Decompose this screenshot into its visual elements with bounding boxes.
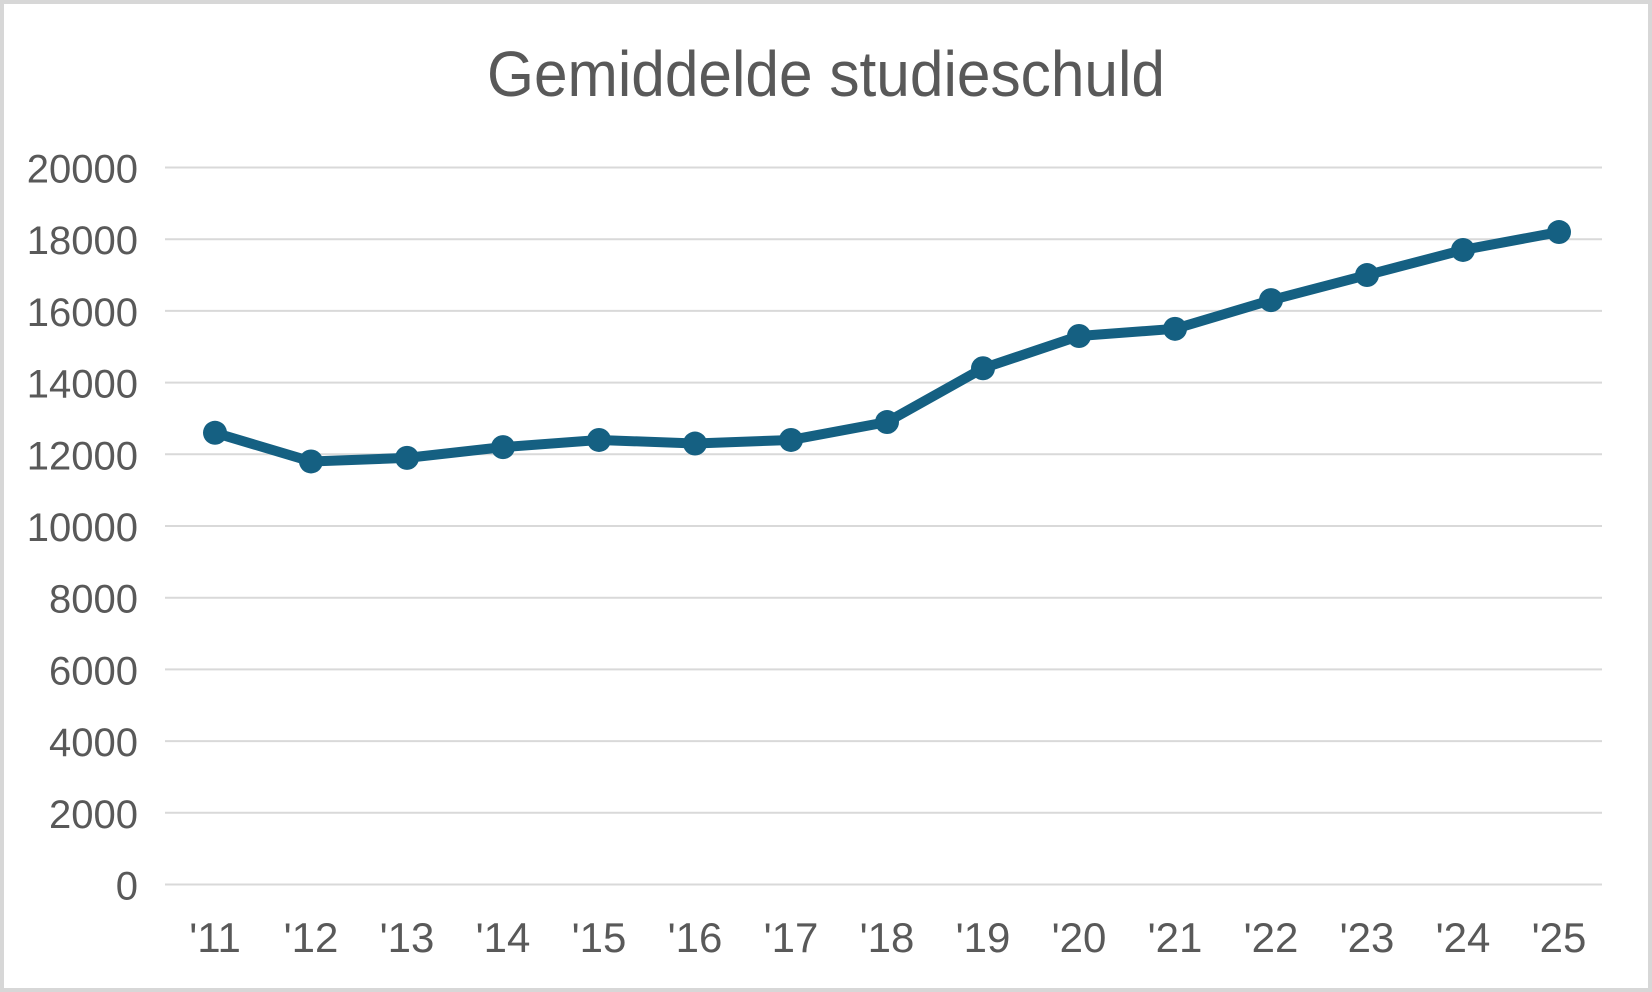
data-point bbox=[587, 427, 611, 452]
y-axis-tick-label: 12000 bbox=[27, 434, 138, 478]
line-chart: Gemiddelde studieschuld 0 2000 4000 6000 800… bbox=[27, 38, 1602, 961]
y-axis-tick-label: 4000 bbox=[49, 721, 138, 765]
x-axis-tick-label: '21 bbox=[1148, 914, 1203, 961]
data-point bbox=[971, 356, 995, 381]
y-axis-tick-label: 2000 bbox=[49, 793, 138, 837]
x-axis-tick-label: '17 bbox=[764, 914, 819, 961]
y-axis-labels-group: 0 2000 4000 6000 8000 10000 12000 14000 16000 180… bbox=[27, 148, 138, 909]
x-axis-tick-label: '14 bbox=[476, 914, 531, 961]
x-axis-tick-label: '18 bbox=[860, 914, 915, 961]
data-point bbox=[875, 410, 899, 435]
y-axis-tick-label: 16000 bbox=[27, 291, 138, 335]
data-point bbox=[779, 427, 803, 452]
x-axis-tick-label: '24 bbox=[1436, 914, 1491, 961]
x-axis-tick-label: '20 bbox=[1052, 914, 1107, 961]
data-point bbox=[299, 449, 323, 474]
data-point bbox=[683, 431, 707, 456]
data-point bbox=[1355, 263, 1379, 288]
x-axis-tick-label: '16 bbox=[668, 914, 723, 961]
data-point bbox=[1163, 316, 1187, 341]
x-axis-tick-label: '25 bbox=[1532, 914, 1587, 961]
y-axis-tick-label: 14000 bbox=[27, 363, 138, 407]
data-point bbox=[1259, 288, 1283, 313]
y-axis-tick-label: 6000 bbox=[49, 649, 138, 693]
y-axis-tick-label: 10000 bbox=[27, 506, 138, 550]
y-axis-tick-label: 0 bbox=[116, 865, 138, 909]
data-point bbox=[1451, 237, 1475, 262]
x-axis-tick-label: '12 bbox=[284, 914, 339, 961]
data-point bbox=[491, 435, 515, 460]
x-axis-tick-label: '23 bbox=[1340, 914, 1395, 961]
data-point bbox=[1067, 323, 1091, 348]
y-axis-tick-label: 18000 bbox=[27, 219, 138, 263]
x-axis-tick-label: '22 bbox=[1244, 914, 1299, 961]
x-axis-tick-label: '19 bbox=[956, 914, 1011, 961]
x-axis-tick-label: '13 bbox=[380, 914, 435, 961]
data-point bbox=[1547, 220, 1571, 245]
chart-title: Gemiddelde studieschuld bbox=[487, 38, 1165, 110]
x-axis-tick-label: '11 bbox=[189, 914, 241, 961]
data-point bbox=[203, 420, 227, 445]
data-point bbox=[395, 445, 419, 470]
x-axis-labels-group: '11 '12 '13 '14 '15 '16 '17 '18 '19 '20 '21 '22 '23 '… bbox=[189, 914, 1586, 961]
y-axis-tick-label: 8000 bbox=[49, 578, 138, 622]
y-axis-tick-label: 20000 bbox=[27, 148, 138, 192]
data-series-group bbox=[203, 220, 1571, 474]
x-axis-tick-label: '15 bbox=[572, 914, 627, 961]
